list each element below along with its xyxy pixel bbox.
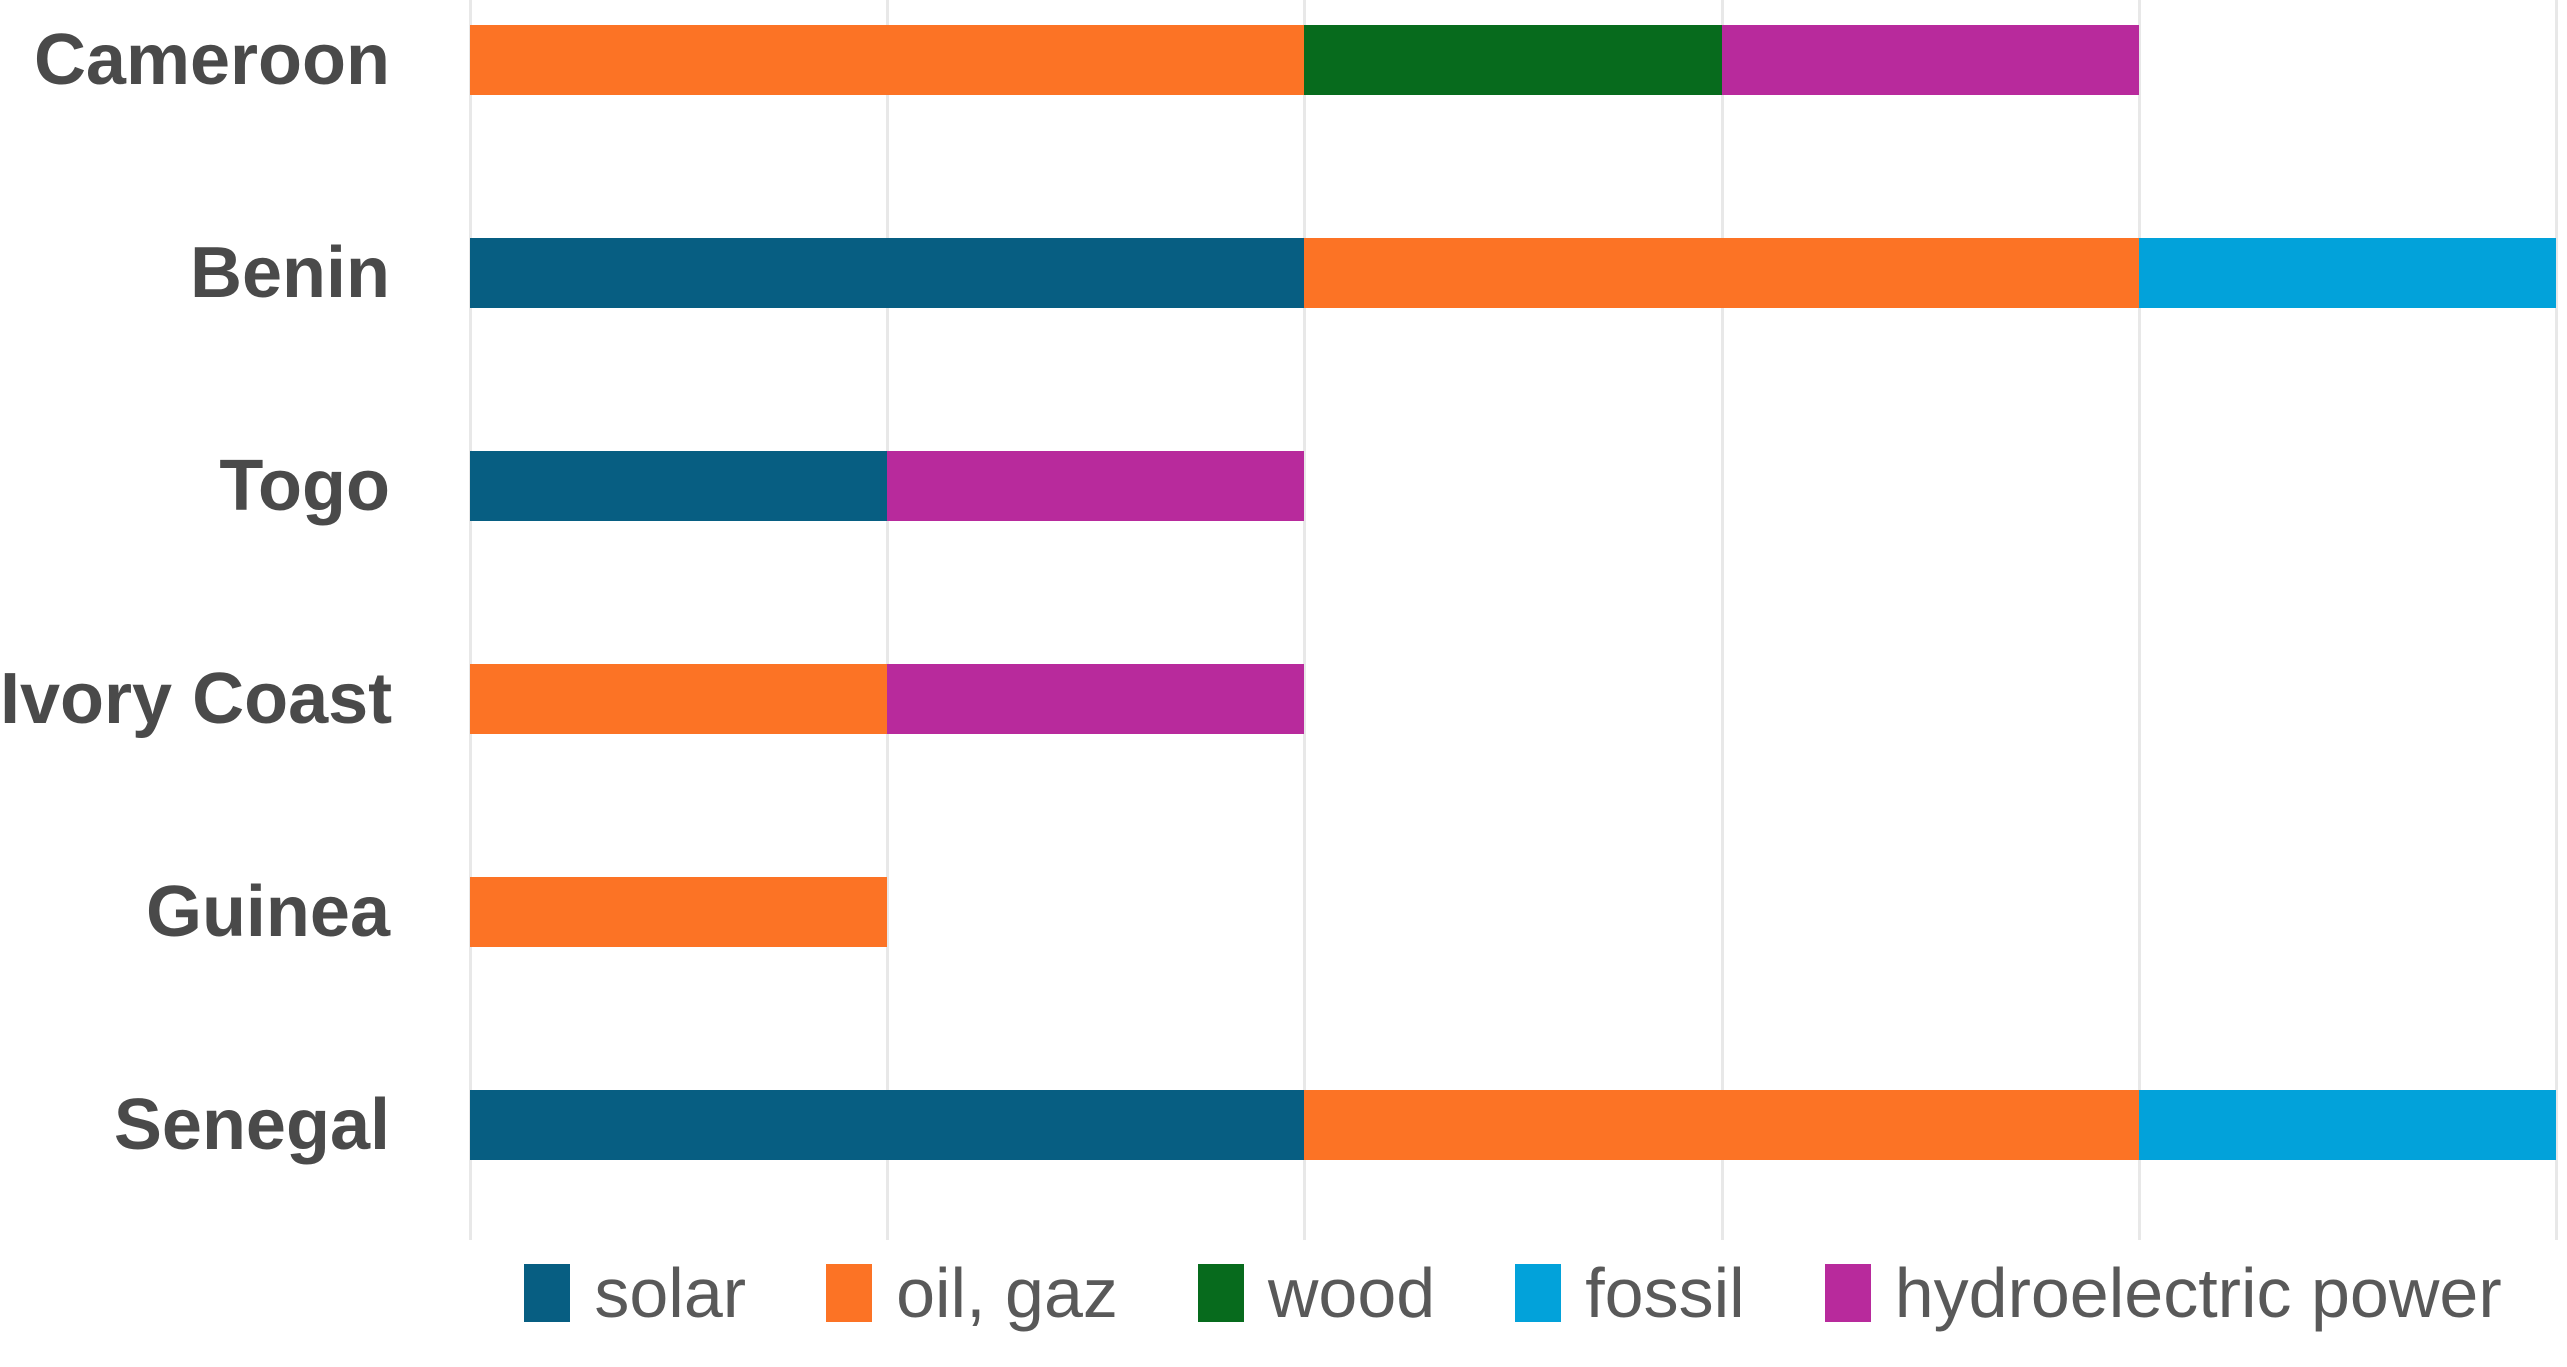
bar-segment-hydroelectric-power xyxy=(887,664,1305,734)
legend-swatch-icon xyxy=(524,1264,571,1322)
gridline xyxy=(1303,0,1307,1240)
legend-item-solar: solar xyxy=(524,1258,746,1328)
legend-label: fossil xyxy=(1585,1254,1745,1332)
category-label: Guinea xyxy=(145,872,390,952)
bar-segment-oil-gaz xyxy=(470,877,888,947)
gridline xyxy=(2555,0,2558,1240)
bar-segment-solar xyxy=(470,451,888,521)
legend: solar oil, gaz wood fossil hydroelectric pow… xyxy=(470,1248,2556,1338)
bar-row xyxy=(470,238,2556,308)
bar-segment-fossil xyxy=(2138,238,2556,308)
bar-row xyxy=(470,664,2556,734)
legend-label: oil, gaz xyxy=(896,1254,1118,1332)
legend-item-hydroelectric-power: hydroelectric power xyxy=(1824,1254,2502,1332)
legend-swatch-icon xyxy=(826,1264,873,1322)
gridline xyxy=(1720,0,1724,1240)
gridline xyxy=(886,0,890,1240)
legend-label: solar xyxy=(594,1254,747,1332)
bar-segment-wood xyxy=(1304,25,1722,95)
legend-swatch-icon xyxy=(1515,1264,1562,1322)
legend-label: hydroelectric power xyxy=(1894,1254,2502,1332)
bar-row xyxy=(470,1090,2556,1160)
category-label: Senegal xyxy=(113,1085,390,1165)
category-label: Cameroon xyxy=(33,20,390,100)
bar-segment-hydroelectric-power xyxy=(1721,25,2139,95)
legend-swatch-icon xyxy=(1197,1264,1244,1322)
bar-segment-oil-gaz xyxy=(470,664,888,734)
bar-segment-solar xyxy=(470,1090,1305,1160)
bar-row xyxy=(470,877,2556,947)
category-label: Benin xyxy=(189,233,390,313)
bar-row xyxy=(470,25,2556,95)
bar-segment-oil-gaz xyxy=(1304,238,2139,308)
legend-item-fossil: fossil xyxy=(1515,1254,1745,1332)
bar-segment-hydroelectric-power xyxy=(887,451,1305,521)
bar-segment-solar xyxy=(470,238,1305,308)
legend-item-wood: wood xyxy=(1197,1254,1436,1332)
category-label: Ivory Coast xyxy=(0,659,393,739)
legend-label: wood xyxy=(1267,1254,1436,1332)
category-label: Togo xyxy=(219,446,390,526)
legend-item-oil-gaz: oil, gaz xyxy=(826,1258,1118,1328)
gridline xyxy=(2137,0,2141,1240)
bar-segment-oil-gaz xyxy=(1304,1090,2139,1160)
bar-segment-oil-gaz xyxy=(470,25,1305,95)
plot-area xyxy=(469,0,2558,1240)
category-axis: Cameroon Benin Togo Ivory Coast Guinea Senega… xyxy=(0,0,470,1240)
bar-row xyxy=(470,451,2556,521)
gridline xyxy=(469,0,472,1240)
legend-swatch-icon xyxy=(1824,1264,1871,1322)
bar-segment-fossil xyxy=(2138,1090,2556,1160)
